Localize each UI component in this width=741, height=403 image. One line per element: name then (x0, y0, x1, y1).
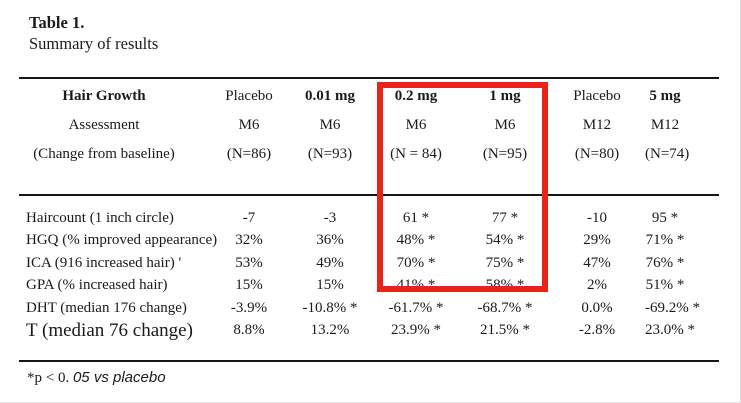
col-header-n: (N=74) (645, 146, 690, 162)
table-subtitle: Summary of results (29, 34, 159, 53)
footnote-italic-part: 05 vs placebo (72, 369, 166, 386)
col-header-month: M6 (494, 117, 516, 133)
cell-value: 0.0% (581, 299, 613, 316)
footnote: *p < 0. 05 vs placebo (27, 369, 166, 387)
table-caption: Table 1. Summary of results (29, 12, 158, 54)
cell-value: 48% * (396, 232, 436, 249)
cell-value: 32% (235, 232, 263, 249)
cell-value: -68.7% * (477, 299, 533, 316)
cell-value: 51% * (645, 277, 685, 294)
cell-value: 71% * (645, 232, 685, 249)
row-label: T (median 76 change) (26, 319, 193, 341)
header-body-gap (19, 169, 685, 207)
col-header-n: (N=95) (482, 146, 528, 162)
col-header-n: (N=93) (307, 146, 353, 162)
table-row: GPA (% increased hair) 15% 15% 41% * 58%… (19, 275, 685, 298)
row-header-line3: (Change from baseline) (33, 146, 175, 162)
table-row: T (median 76 change) 8.8% 13.2% 23.9% * … (19, 319, 695, 343)
cell-value: -3 (323, 209, 337, 226)
top-rule (19, 77, 719, 79)
cell-value: -2.8% (578, 322, 616, 339)
col-header-month: M12 (650, 117, 680, 133)
table-title: Table 1. (29, 13, 85, 32)
col-header-n: (N=86) (226, 146, 272, 162)
cell-value: 15% (235, 277, 263, 294)
row-header-line2: Assessment (68, 117, 140, 133)
footnote-prefix: *p < 0. (27, 370, 73, 386)
cell-value: 70% * (396, 254, 436, 271)
table-row: DHT (median 176 change) -3.9% -10.8% * -… (19, 297, 700, 320)
cell-value: 95 * (651, 209, 679, 226)
cell-value: 75% * (485, 254, 525, 271)
cell-value: 8.8% (233, 322, 265, 339)
cell-value: 54% * (485, 232, 525, 249)
table-row: ICA (916 increased hair) ' 53% 49% 70% *… (19, 252, 685, 275)
row-label: HGQ (% improved appearance) (26, 232, 218, 249)
red-highlight-box (377, 82, 548, 292)
cell-value: 21.5% * (480, 322, 530, 339)
col-header-dose: Placebo (573, 88, 621, 104)
cell-value: -10 (587, 209, 607, 226)
cell-value: 53% (235, 254, 263, 271)
cell-value: 77 * (491, 209, 519, 226)
cell-value: -10.8% * (302, 299, 358, 316)
cell-value: 49% (316, 254, 344, 271)
results-table: Hair Growth Placebo 0.01 mg 0.2 mg 1 mg … (19, 82, 700, 343)
col-header-month: M12 (582, 117, 612, 133)
header-divider-rule (19, 194, 719, 196)
col-header-month: M6 (238, 117, 260, 133)
cell-value: -61.7% * (388, 299, 444, 316)
col-header-dose: 0.2 mg (394, 88, 438, 104)
cell-value: 47% (583, 254, 611, 271)
col-header-month: M6 (405, 117, 427, 133)
cell-value: -3.9% (230, 299, 268, 316)
cell-value: 76% * (645, 254, 685, 271)
cell-value: 36% (316, 232, 344, 249)
header-row-n: (Change from baseline) (N=86) (N=93) (N … (19, 140, 690, 169)
row-label: ICA (916 increased hair) ' (26, 254, 182, 271)
header-row-dose: Hair Growth Placebo 0.01 mg 0.2 mg 1 mg … (19, 82, 685, 111)
col-header-dose: Placebo (225, 88, 273, 104)
col-header-n: (N = 84) (390, 146, 442, 162)
table-row: Haircount (1 inch circle) -7 -3 61 * 77 … (19, 207, 685, 230)
row-header-line1: Hair Growth (62, 88, 146, 104)
header-row-month: Assessment M6 M6 M6 M6 M12 M12 (19, 111, 685, 140)
cell-value: 23.9% * (391, 322, 441, 339)
cell-value: 2% (587, 277, 607, 294)
cell-value: 29% (583, 232, 611, 249)
row-label: GPA (% increased hair) (26, 277, 168, 294)
col-header-n: (N=80) (574, 146, 620, 162)
col-header-dose: 0.01 mg (305, 88, 355, 104)
cell-value: 61 * (402, 209, 430, 226)
cell-value: 15% (316, 277, 344, 294)
row-label: Haircount (1 inch circle) (26, 209, 174, 226)
table-row: HGQ (% improved appearance) 32% 36% 48% … (19, 230, 685, 253)
cell-value: 13.2% (310, 322, 350, 339)
cell-value: -7 (242, 209, 256, 226)
col-header-dose: 1 mg (489, 88, 521, 104)
cell-value: 23.0% * (645, 322, 695, 339)
col-header-dose: 5 mg (649, 88, 681, 104)
row-label: DHT (median 176 change) (26, 299, 187, 316)
bottom-rule (19, 360, 719, 362)
cell-value: -69.2% * (645, 299, 700, 316)
col-header-month: M6 (319, 117, 341, 133)
